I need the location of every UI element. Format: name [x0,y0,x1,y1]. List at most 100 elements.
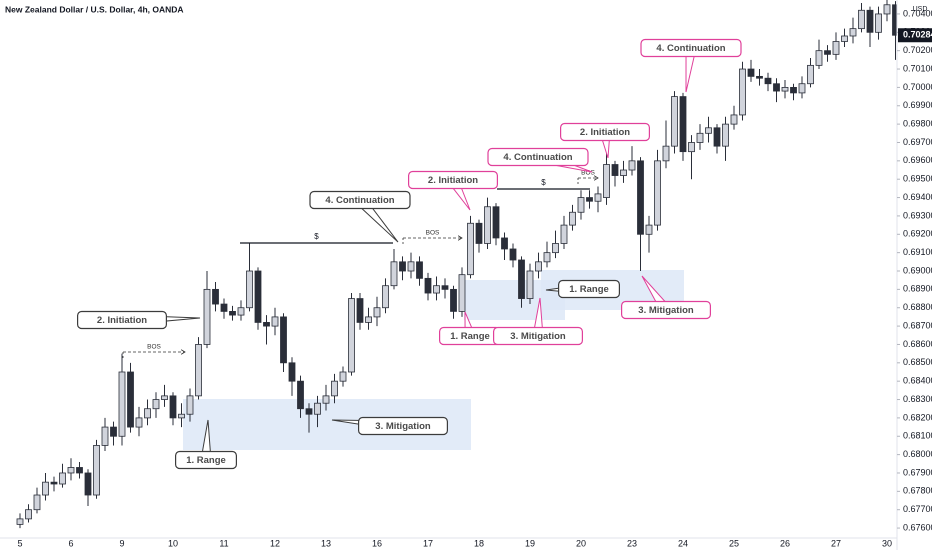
candle-body [569,211,576,226]
callout-label: 2. Initiation [97,315,147,326]
candle-body [450,288,457,312]
candle-body [875,13,882,33]
candle-body [263,322,270,327]
candle-body [50,481,58,485]
callout-label: 4. Continuation [325,195,394,206]
candle-body [730,114,738,125]
candle-body [67,467,75,474]
candle-body [203,288,211,345]
candle-body [288,362,296,382]
candle-body [101,426,109,446]
callout-box [487,147,589,167]
candle-body [59,472,66,485]
candle-body [237,307,245,316]
callout-box [557,279,620,299]
callout-label: 3. Mitigation [638,305,694,316]
candle-body [705,127,712,134]
x-tick-label: 9 [119,538,124,548]
candle-body [161,395,168,400]
candle-body [620,169,627,176]
chart-title: New Zealand Dollar / U.S. Dollar, 4h, OA… [5,4,184,14]
candle-body [756,75,763,79]
callout-box [640,38,742,58]
candle-body [254,270,262,323]
x-tick-label: 23 [627,538,637,548]
candle-body [118,371,126,437]
candle-body [645,224,653,235]
candle-body [679,96,687,153]
callout-label: 3. Mitigation [375,421,431,432]
x-tick-label: 10 [168,538,178,548]
x-tick-label: 11 [219,538,228,548]
callout-label: 4. Continuation [656,43,725,54]
candle-body [186,395,194,415]
candle-body [577,197,585,213]
candle-body [42,481,49,496]
level-label: $ [314,232,319,241]
candle-body [441,285,449,290]
candle-body [594,193,602,202]
x-tick-label: 13 [321,538,331,548]
x-tick-label: 25 [729,538,739,548]
x-tick-label: 16 [372,538,382,548]
candle-body [807,64,814,85]
x-tick-label: 5 [17,538,22,548]
candle-body [407,261,415,272]
bos-label: BOS [426,230,440,237]
level-label: $ [541,178,546,187]
bos-label: BOS [147,344,161,351]
x-tick-label: 17 [423,538,433,548]
candle-body [560,224,568,244]
candle-body [424,277,432,294]
candle-body [178,413,185,419]
callout-label: 4. Continuation [503,152,572,163]
candle-body [552,243,559,254]
candle-body [773,83,780,92]
candle-body [458,274,466,312]
candle-body [526,270,534,299]
candle-body [229,311,236,316]
callout-label: 1. Range [569,284,609,295]
candle-body [110,426,117,437]
price-badge-label: 0.70284 [903,30,932,40]
x-tick-label: 18 [474,538,484,548]
candle-body [339,371,347,382]
candle-body [892,4,897,36]
x-tick-label: 12 [270,538,280,548]
callout-label: 1. Range [450,331,490,342]
candle-body [790,86,797,94]
candle-body [220,303,228,312]
candle-body [781,86,789,92]
candle-body [637,160,644,235]
currency-label: USD [913,6,928,13]
candle-body [535,261,542,272]
candle-body [849,28,857,37]
candle-body [322,395,330,404]
candles [16,0,897,529]
candle-body [297,380,304,410]
candle-body [314,402,321,415]
callout-label: 1. Range [186,455,226,466]
candle-body [152,399,160,410]
candle-body [356,298,364,323]
candle-body [390,261,398,287]
candle-body [195,344,202,397]
callout-label: 2. Initiation [580,127,630,138]
candle-body [84,472,92,496]
